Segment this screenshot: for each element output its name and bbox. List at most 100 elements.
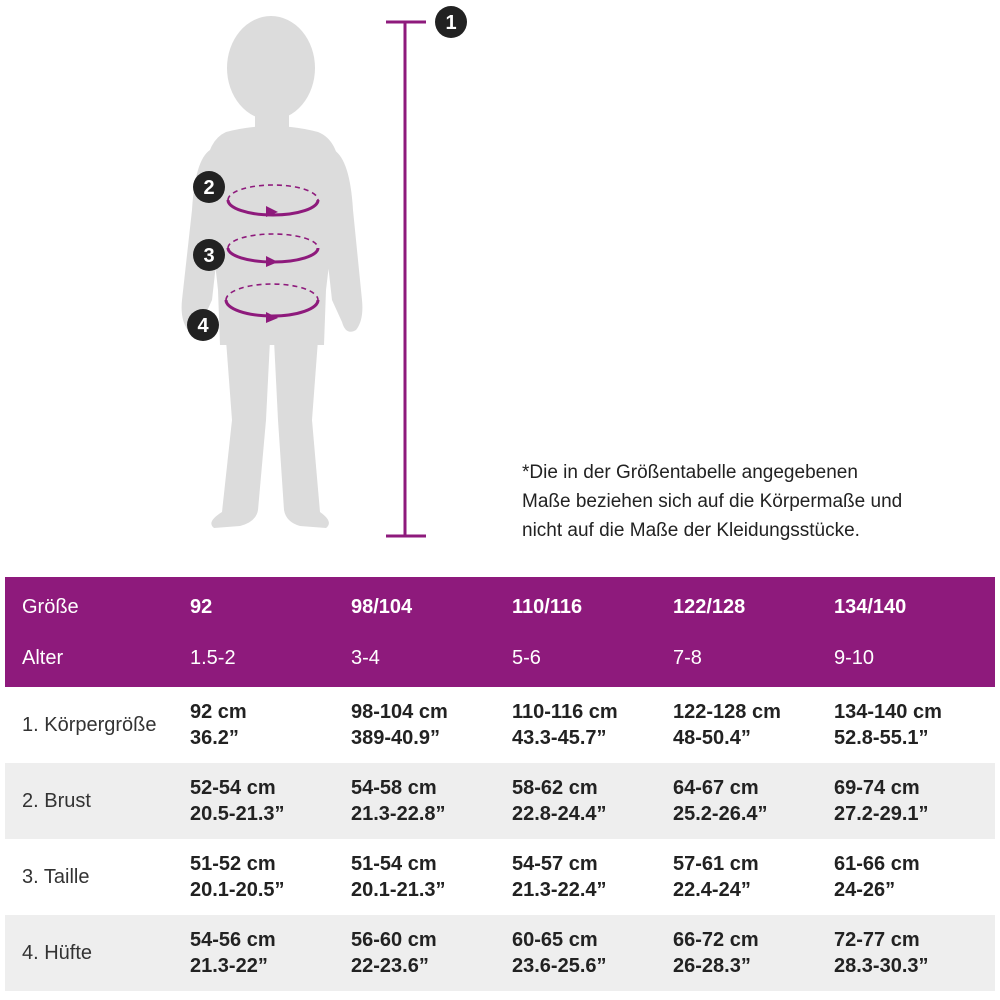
measure-inch: 21.3-22.4”: [512, 879, 607, 901]
measure-inch: 22.8-24.4”: [512, 803, 607, 825]
age-value: 5-6: [512, 646, 541, 669]
svg-text:3: 3: [203, 245, 214, 267]
age-value: 3-4: [351, 646, 380, 669]
child-silhouette: [181, 16, 363, 528]
measure-cell: 54-57 cm 21.3-22.4”: [512, 851, 673, 903]
measure-cell: 110-116 cm 43.3-45.7”: [512, 699, 673, 751]
measure-cell: 56-60 cm 22-23.6”: [351, 927, 512, 979]
measure-inch: 20.5-21.3”: [190, 803, 285, 825]
measure-cell: 69-74 cm 27.2-29.1”: [834, 775, 994, 827]
measure-cm: 66-72 cm: [673, 929, 759, 951]
measure-cell: 54-56 cm 21.3-22”: [190, 927, 351, 979]
size-chart-note: *Die in der Größentabelle angegebenen Ma…: [522, 458, 982, 545]
measure-cm: 51-54 cm: [351, 853, 437, 875]
measure-cell: 51-54 cm 20.1-21.3”: [351, 851, 512, 903]
measure-inch: 23.6-25.6”: [512, 955, 607, 977]
age-header-row: Alter 1.5-2 3-4 5-6 7-8 9-10: [5, 633, 995, 687]
measure-cm: 57-61 cm: [673, 853, 759, 875]
measure-cell: 51-52 cm 20.1-20.5”: [190, 851, 351, 903]
age-value: 7-8: [673, 646, 702, 669]
measure-inch: 48-50.4”: [673, 727, 751, 749]
measure-cell: 134-140 cm 52.8-55.1”: [834, 699, 994, 751]
measure-cell: 92 cm 36.2”: [190, 699, 351, 751]
marker-4: 4: [187, 309, 219, 341]
measure-cell: 66-72 cm 26-28.3”: [673, 927, 834, 979]
size-header-row: Größe 92 98/104 110/116 122/128 134/140: [5, 577, 995, 633]
measure-cell: 58-62 cm 22.8-24.4”: [512, 775, 673, 827]
measure-inch: 28.3-30.3”: [834, 955, 929, 977]
note-line: Maße beziehen sich auf die Körpermaße un…: [522, 491, 903, 512]
measure-inch: 22.4-24”: [673, 879, 751, 901]
marker-1: 1: [435, 6, 467, 38]
measure-inch: 36.2”: [190, 727, 239, 749]
measure-inch: 20.1-21.3”: [351, 879, 446, 901]
size-table: Größe 92 98/104 110/116 122/128 134/140 …: [5, 577, 995, 991]
measure-cell: 98-104 cm 389-40.9”: [351, 699, 512, 751]
size-92: 92: [190, 595, 213, 618]
measure-cm: 58-62 cm: [512, 777, 598, 799]
size-110-116: 110/116: [512, 595, 583, 618]
table-row-waist: 3. Taille 51-52 cm 20.1-20.5” 51-54 cm 20.…: [5, 839, 995, 915]
measure-inch: 26-28.3”: [673, 955, 751, 977]
table-row-hip: 4. Hüfte 54-56 cm 21.3-22” 56-60 cm 22-23.…: [5, 915, 995, 991]
measure-inch: 27.2-29.1”: [834, 803, 929, 825]
measure-cm: 54-57 cm: [512, 853, 598, 875]
measurement-illustration: 1 2 3 4: [181, 6, 467, 538]
measure-inch: 21.3-22”: [190, 955, 268, 977]
row-label: 2. Brust: [22, 789, 91, 812]
measure-cell: 57-61 cm 22.4-24”: [673, 851, 834, 903]
marker-3: 3: [193, 239, 225, 271]
measure-cm: 69-74 cm: [834, 777, 920, 799]
measure-cell: 72-77 cm 28.3-30.3”: [834, 927, 994, 979]
waist-measure-ring: [226, 233, 320, 267]
measure-inch: 52.8-55.1”: [834, 727, 929, 749]
measure-cm: 64-67 cm: [673, 777, 759, 799]
measure-inch: 21.3-22.8”: [351, 803, 446, 825]
svg-text:2: 2: [203, 177, 214, 199]
measure-cm: 134-140 cm: [834, 701, 942, 723]
size-label: Größe: [22, 595, 79, 618]
height-measure-line: [386, 20, 426, 538]
measure-cell: 61-66 cm 24-26”: [834, 851, 994, 903]
hip-measure-ring: [224, 283, 320, 323]
note-line: nicht auf die Maße der Kleidungsstücke.: [522, 520, 860, 541]
measure-inch: 22-23.6”: [351, 955, 429, 977]
measure-cm: 92 cm: [190, 701, 247, 723]
measure-cell: 64-67 cm 25.2-26.4”: [673, 775, 834, 827]
measure-cm: 72-77 cm: [834, 929, 920, 951]
measure-inch: 25.2-26.4”: [673, 803, 768, 825]
age-label: Alter: [22, 646, 64, 669]
svg-text:1: 1: [445, 12, 456, 34]
measure-cell: 52-54 cm 20.5-21.3”: [190, 775, 351, 827]
row-label: 4. Hüfte: [22, 941, 93, 964]
table-row-chest: 2. Brust 52-54 cm 20.5-21.3” 54-58 cm 21.3…: [5, 763, 995, 839]
measure-cm: 56-60 cm: [351, 929, 437, 951]
measure-cm: 61-66 cm: [834, 853, 920, 875]
measure-cell: 54-58 cm 21.3-22.8”: [351, 775, 512, 827]
marker-2: 2: [193, 171, 225, 203]
row-label: 1. Körpergröße: [22, 713, 157, 736]
measure-inch: 43.3-45.7”: [512, 727, 607, 749]
measure-cm: 54-56 cm: [190, 929, 276, 951]
table-row-height: 1. Körpergröße 92 cm 36.2” 98-104 cm 389-4…: [5, 687, 995, 763]
note-line: *Die in der Größentabelle angegebenen: [522, 462, 858, 483]
size-122-128: 122/128: [673, 595, 746, 618]
measure-inch: 24-26”: [834, 879, 896, 901]
measure-inch: 389-40.9”: [351, 727, 440, 749]
size-134-140: 134/140: [834, 595, 907, 618]
measure-cell: 122-128 cm 48-50.4”: [673, 699, 834, 751]
measure-cm: 51-52 cm: [190, 853, 276, 875]
chest-measure-ring: [226, 184, 320, 217]
row-label: 3. Taille: [22, 865, 90, 888]
svg-text:4: 4: [197, 315, 209, 337]
measure-cm: 52-54 cm: [190, 777, 276, 799]
measure-cm: 110-116 cm: [512, 701, 618, 723]
measure-inch: 20.1-20.5”: [190, 879, 285, 901]
measure-cm: 60-65 cm: [512, 929, 598, 951]
measure-cm: 122-128 cm: [673, 701, 781, 723]
age-value: 9-10: [834, 646, 875, 669]
measure-cell: 60-65 cm 23.6-25.6”: [512, 927, 673, 979]
measure-cm: 54-58 cm: [351, 777, 437, 799]
size-98-104: 98/104: [351, 595, 413, 618]
age-value: 1.5-2: [190, 646, 236, 669]
